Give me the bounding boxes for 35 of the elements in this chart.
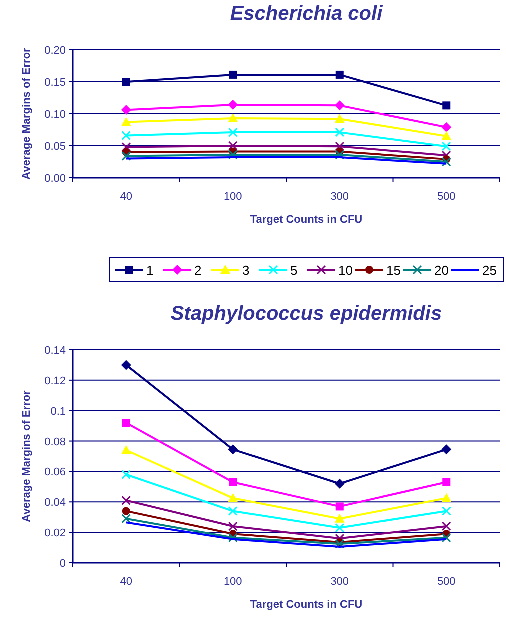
x-tick-label: 40	[120, 576, 132, 588]
legend-label: 5	[290, 263, 298, 278]
chart-title: Escherichia coli	[230, 3, 384, 25]
legend-label: 10	[338, 263, 353, 278]
y-tick-label: 0.14	[44, 345, 66, 357]
y-tick-label: 0.05	[44, 141, 66, 153]
legend-label: 20	[434, 263, 449, 278]
x-tick-label: 100	[224, 191, 242, 203]
x-tick-label: 40	[120, 191, 132, 203]
y-axis-title: Average Margins of Error	[21, 47, 33, 180]
y-tick-label: 0.08	[44, 436, 66, 448]
legend-label: 1	[146, 263, 154, 278]
x-tick-label: 500	[437, 576, 456, 588]
legend-label: 25	[482, 263, 497, 278]
x-tick-label: 300	[330, 191, 350, 203]
x-tick-label: 100	[224, 576, 242, 588]
y-axis-title: Average Margins of Error	[21, 390, 33, 522]
y-tick-label: 0	[60, 558, 66, 570]
y-tick-label: 0.20	[44, 45, 66, 57]
y-tick-label: 0.15	[44, 77, 66, 89]
y-tick-label: 0.00	[44, 173, 66, 185]
y-tick-label: 0.10	[44, 109, 66, 121]
x-axis-title: Target Counts in CFU	[250, 599, 363, 611]
y-tick-label: 0.06	[44, 466, 66, 479]
y-tick-label: 0.1	[50, 406, 66, 418]
x-tick-label: 500	[437, 191, 456, 203]
y-tick-label: 0.02	[44, 528, 66, 540]
chart-title: Staphylococcus epidermidis	[170, 303, 442, 325]
x-tick-label: 300	[330, 576, 350, 588]
legend-label: 3	[242, 263, 250, 278]
x-axis-title: Target Counts in CFU	[250, 214, 363, 226]
legend-label: 15	[386, 263, 401, 278]
y-tick-label: 0.04	[44, 497, 66, 510]
legend-label: 2	[194, 263, 202, 278]
y-tick-label: 0.12	[44, 375, 66, 388]
